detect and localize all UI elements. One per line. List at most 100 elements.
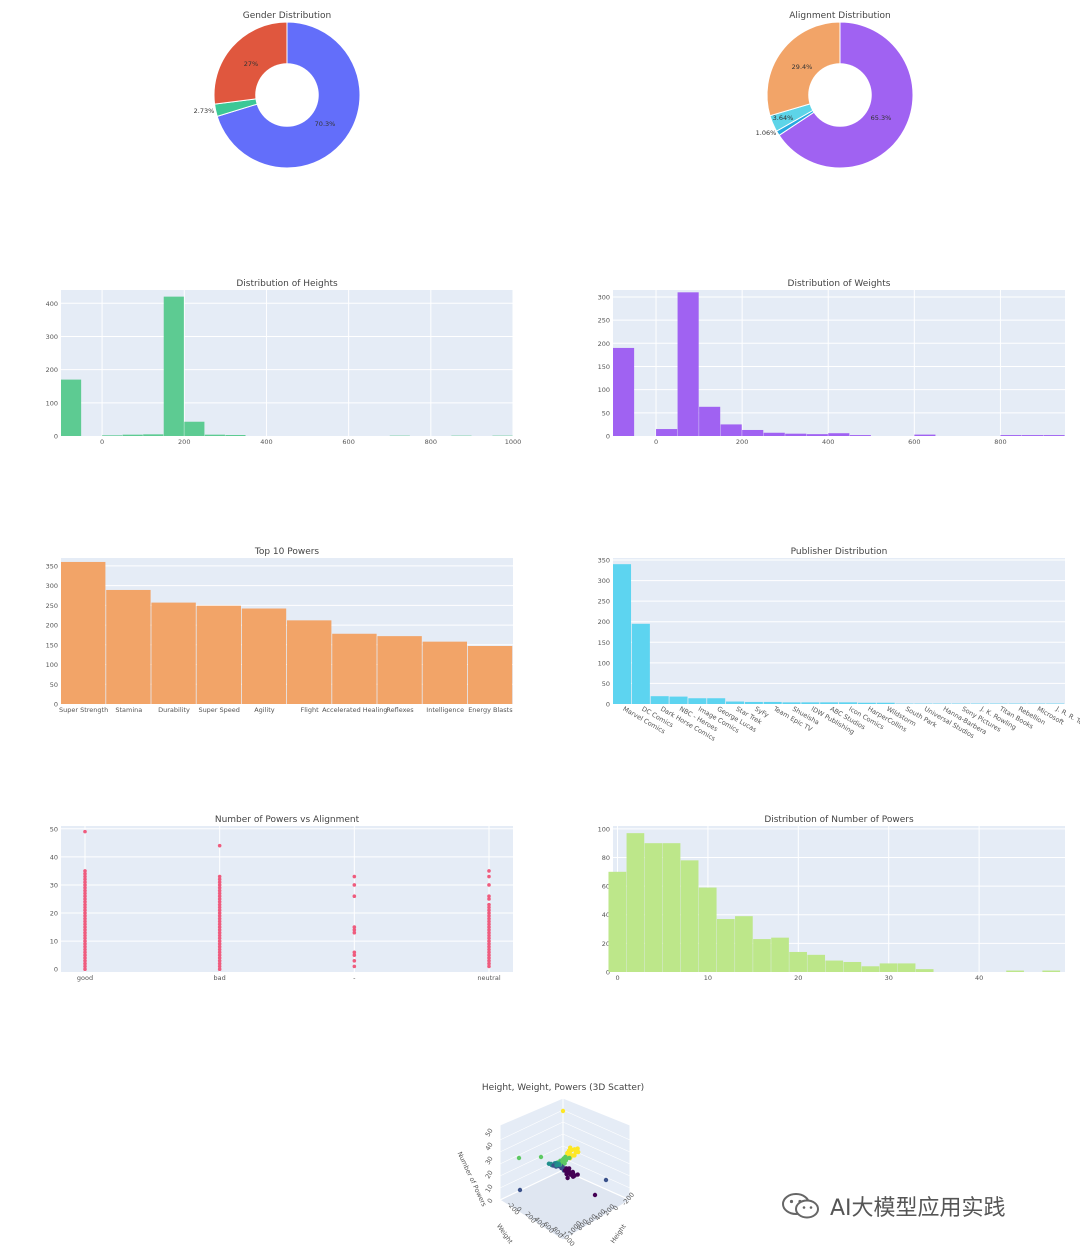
y-tick-label: 100 xyxy=(598,659,610,667)
chart-title: Alignment Distribution xyxy=(789,11,890,21)
bar xyxy=(839,702,857,704)
scatter3d-point xyxy=(565,1171,569,1175)
scatter-point xyxy=(353,965,357,969)
scatter3d-point xyxy=(554,1163,558,1167)
bar xyxy=(735,916,753,972)
x-tick-label: 20 xyxy=(794,974,802,982)
bar xyxy=(102,435,122,436)
y-tick-label: 80 xyxy=(602,854,610,862)
bar xyxy=(807,434,828,436)
y-tick-label: 300 xyxy=(598,293,610,301)
y-tick-label: 300 xyxy=(598,577,610,585)
scatter3d-point xyxy=(572,1173,576,1177)
bar xyxy=(764,702,782,704)
y-tick-label: 40 xyxy=(50,853,58,861)
y-tick-label: 0 xyxy=(606,433,610,441)
y-tick-label: 50 xyxy=(50,681,58,689)
y-tick-label: 150 xyxy=(598,639,610,647)
y-tick-label: 0 xyxy=(54,701,58,709)
bar xyxy=(850,435,871,436)
axis-label: Number of Powers xyxy=(456,1150,489,1208)
z-tick-label: 30 xyxy=(484,1155,495,1166)
bar xyxy=(721,424,742,436)
scatter3d-point xyxy=(539,1155,543,1159)
y-tick-label: 200 xyxy=(598,340,610,348)
scatter-point xyxy=(353,894,357,898)
scatter3d-point xyxy=(518,1188,522,1192)
scatter3d-chart: Height, Weight, Powers (3D Scatter)01020… xyxy=(456,1083,645,1248)
bar xyxy=(645,843,663,972)
slice-label: 2.73% xyxy=(194,107,215,115)
x-tick-label: Intelligence xyxy=(426,706,464,714)
bar xyxy=(898,963,916,972)
y-tick-label: 100 xyxy=(598,386,610,394)
scatter3d-point xyxy=(564,1158,568,1162)
scatter3d-point xyxy=(593,1193,597,1197)
bar xyxy=(197,606,241,704)
scatter3d-point xyxy=(517,1156,521,1160)
chart-title: Gender Distribution xyxy=(243,11,332,21)
y-tick-label: 250 xyxy=(46,602,58,610)
x-tick-label: 10 xyxy=(704,974,712,982)
x-tick-label: good xyxy=(77,974,93,982)
y-tick-label: 30 xyxy=(50,881,58,889)
bar xyxy=(205,435,225,436)
bar xyxy=(844,962,862,972)
weights-chart: Distribution of Weights05010015020025030… xyxy=(598,279,1065,446)
scatter3d-point xyxy=(604,1178,608,1182)
x-tick-label: 200 xyxy=(736,438,748,446)
slice-label: 29.4% xyxy=(792,63,813,71)
x-tick-label: Energy Blasts xyxy=(468,706,513,714)
z-tick-label: 40 xyxy=(484,1141,495,1152)
x-tick-label: 400 xyxy=(822,438,834,446)
bar xyxy=(916,969,934,972)
y-tick-label: 50 xyxy=(50,825,58,833)
bar xyxy=(608,872,626,972)
chart-title: Distribution of Weights xyxy=(788,279,891,289)
bar xyxy=(688,698,706,704)
x-tick-label: Durability xyxy=(158,706,190,714)
bar xyxy=(699,407,720,436)
scatter-point xyxy=(353,959,357,963)
powers-chart: Top 10 Powers050100150200250300350Super … xyxy=(46,547,514,714)
x-tick-label: Agility xyxy=(254,706,275,714)
axis-label: Height xyxy=(609,1222,628,1245)
x-tick-label: neutral xyxy=(477,974,500,982)
pie-hole xyxy=(808,63,872,127)
slice-label: 70.3% xyxy=(315,120,336,128)
bar xyxy=(613,348,634,436)
slice-label: 3.64% xyxy=(773,114,794,122)
bar xyxy=(61,562,105,704)
bar xyxy=(423,642,467,704)
bar xyxy=(807,955,825,972)
bar xyxy=(717,919,735,972)
num_powers-chart: Distribution of Number of Powers02040608… xyxy=(598,815,1065,982)
y-tick-label: 400 xyxy=(46,300,58,308)
bar xyxy=(1042,971,1060,972)
bar xyxy=(828,433,849,436)
bar xyxy=(106,590,150,704)
bar xyxy=(184,422,204,436)
scatter3d-point xyxy=(572,1147,576,1151)
y-tick-label: 100 xyxy=(598,825,610,833)
x-tick-label: 400 xyxy=(260,438,272,446)
z-tick-label: 50 xyxy=(484,1127,495,1138)
x-tick-label: Super Strength xyxy=(59,706,108,714)
scatter-point xyxy=(353,925,357,929)
bar xyxy=(123,435,143,436)
bar xyxy=(745,702,763,704)
bar xyxy=(143,434,163,436)
x-tick-label: bad xyxy=(214,974,226,982)
y-tick-label: 0 xyxy=(606,701,610,709)
scatter-point xyxy=(353,951,357,955)
bar xyxy=(225,435,245,436)
x-tick-label: 800 xyxy=(425,438,437,446)
x-tick-label: 200 xyxy=(178,438,190,446)
y-tick-label: 200 xyxy=(46,366,58,374)
scatter-point xyxy=(353,875,357,879)
x-tick-label: 40 xyxy=(975,974,983,982)
y-tick-label: 350 xyxy=(46,562,58,570)
publisher-chart: Publisher Distribution050100150200250300… xyxy=(598,547,1080,743)
